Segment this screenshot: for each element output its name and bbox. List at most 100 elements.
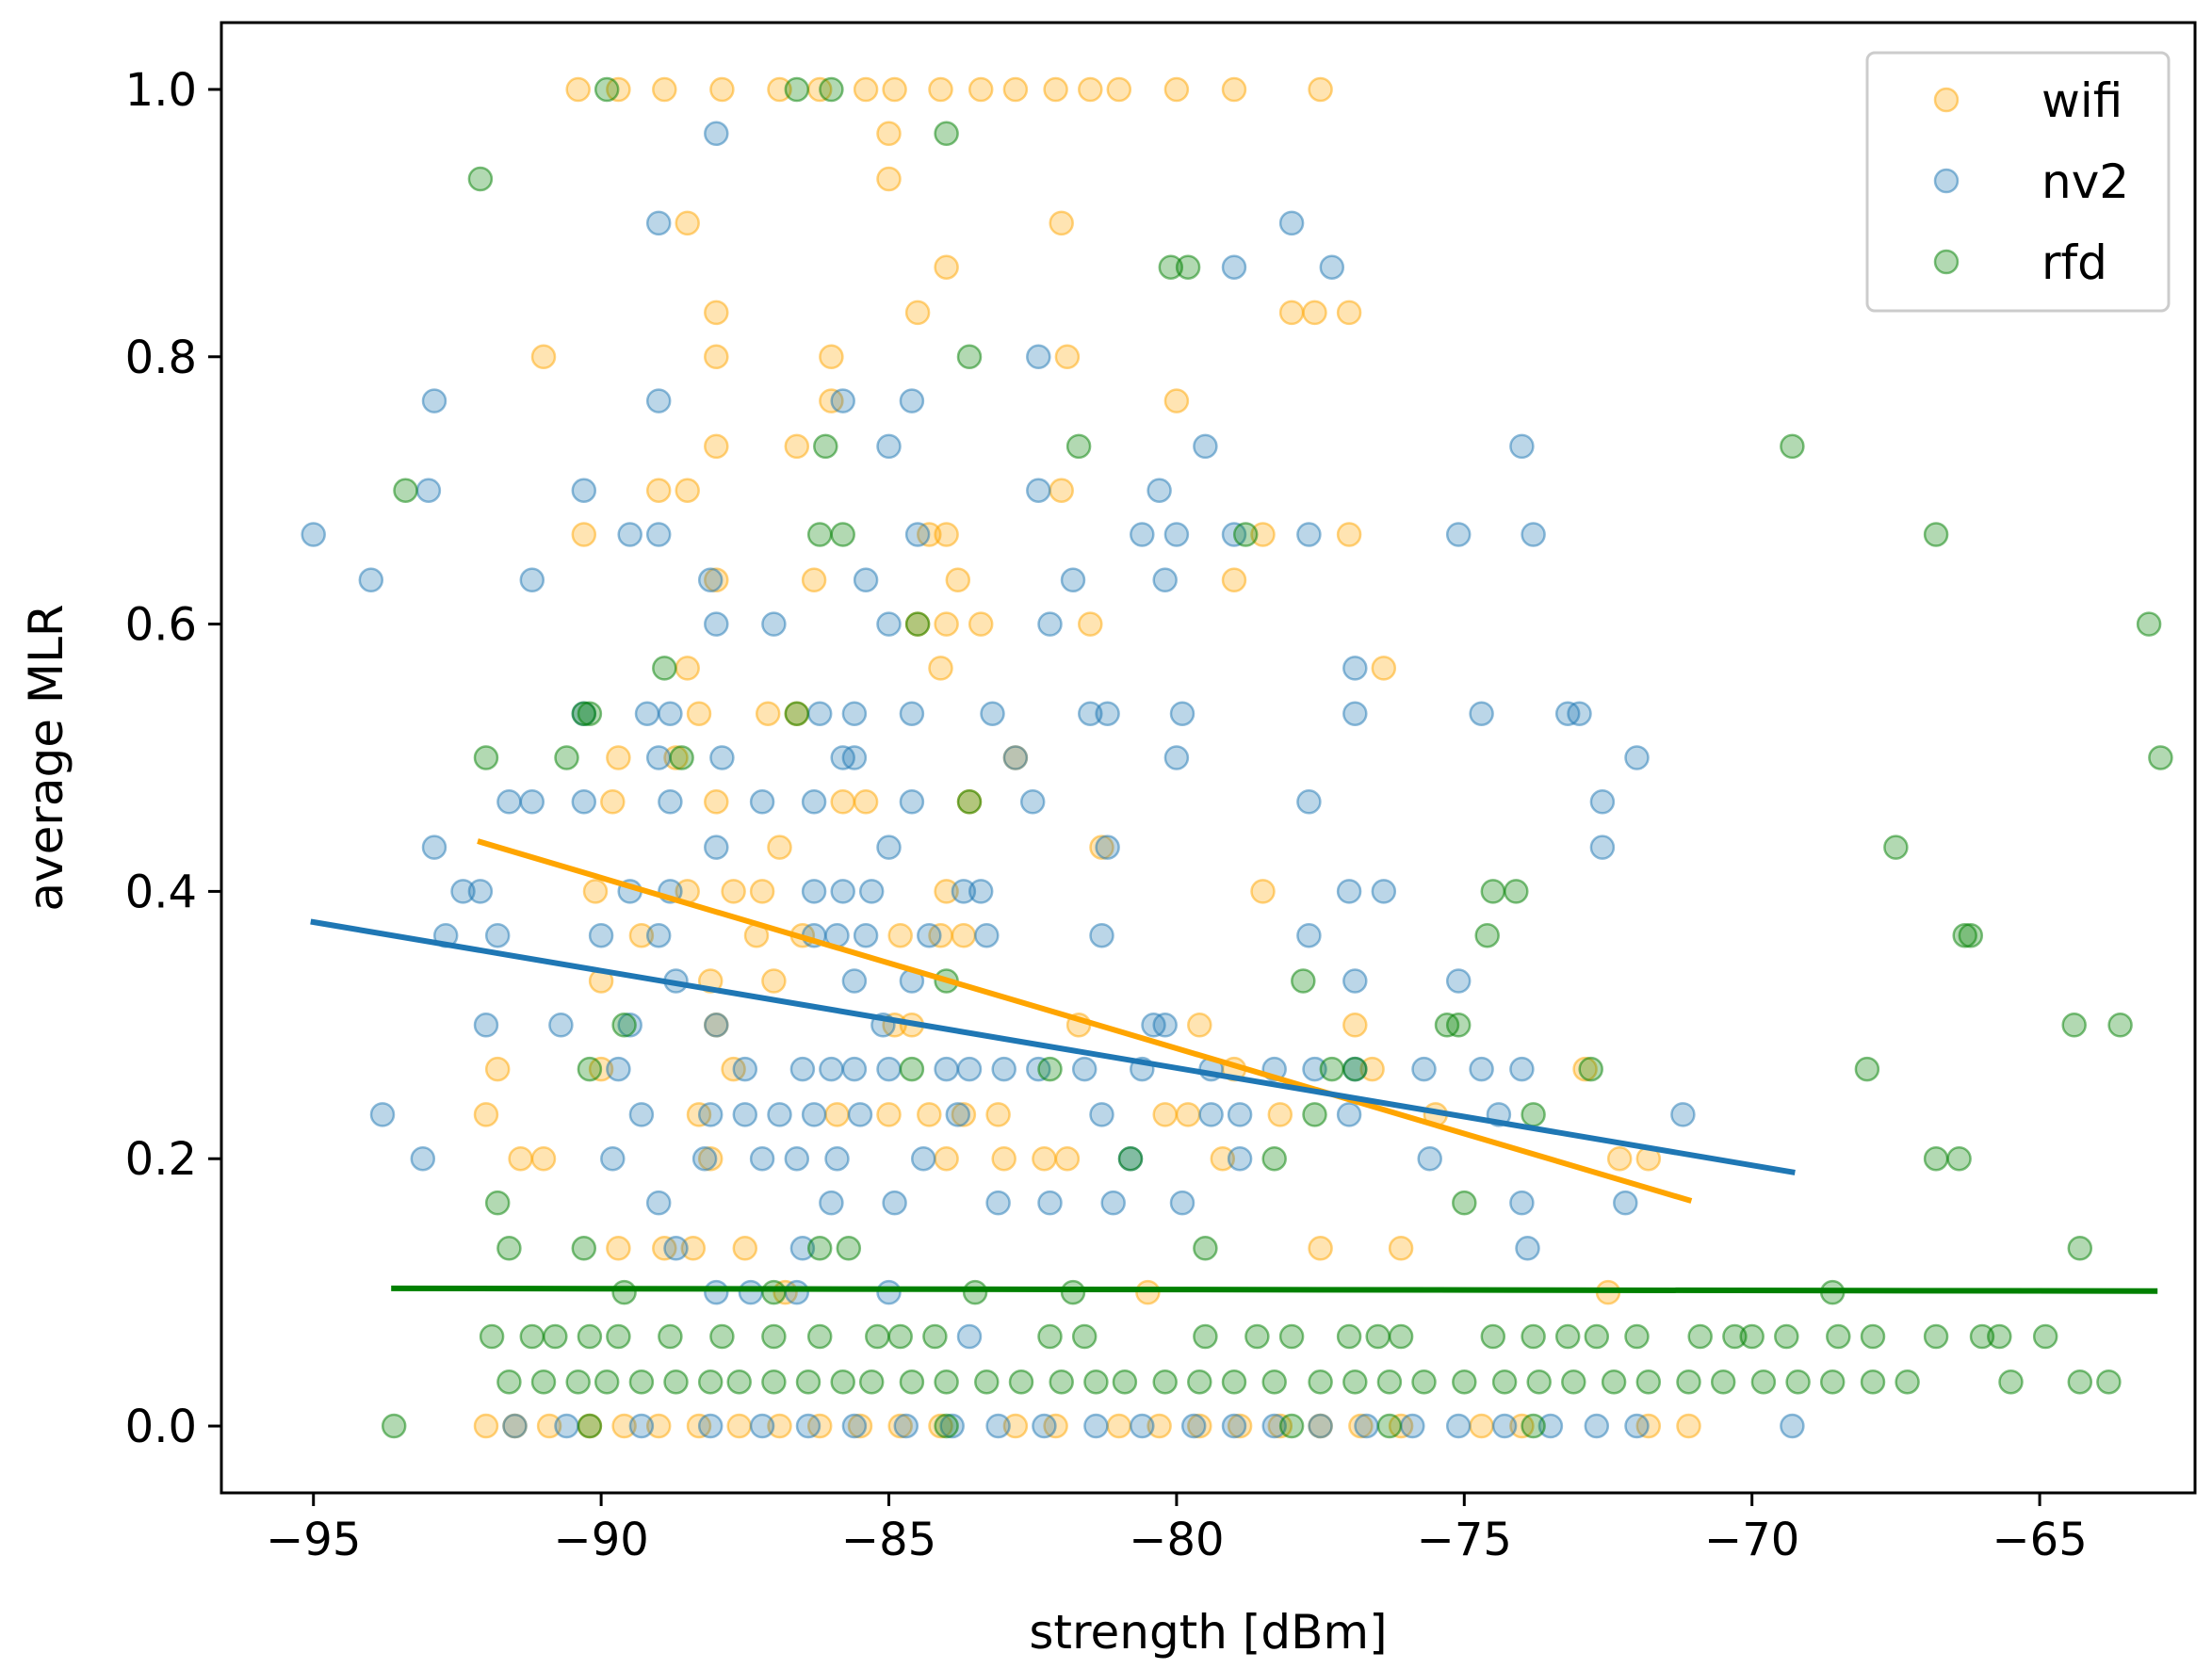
- wifi-point: [991, 1145, 1017, 1172]
- rfd-point: [1261, 1369, 1287, 1395]
- rfd-point: [652, 656, 677, 681]
- wifi-point: [704, 567, 729, 593]
- nv2-point: [934, 1056, 959, 1082]
- nv2-point: [1319, 254, 1345, 280]
- wifi-point: [704, 344, 729, 370]
- nv2-point: [704, 611, 729, 637]
- wifi-point: [675, 656, 700, 681]
- fit-line-layer: [310, 838, 2158, 1294]
- nv2-point: [1002, 745, 1029, 770]
- y-tick-label: 1.0: [125, 64, 197, 117]
- rfd-point: [1750, 1369, 1777, 1395]
- nv2-point: [876, 834, 902, 860]
- rfd-point: [904, 611, 931, 637]
- nv2-point: [645, 922, 672, 948]
- wifi-point: [1469, 1413, 1494, 1439]
- rfd-point: [830, 522, 855, 547]
- wifi-point: [628, 922, 655, 948]
- nv2-point: [853, 922, 879, 948]
- wifi-point: [1348, 1413, 1374, 1439]
- nv2-point: [749, 1145, 775, 1172]
- nv2-point: [801, 879, 827, 904]
- rfd-point: [2136, 611, 2162, 637]
- wifi-point: [582, 879, 609, 904]
- rfd-point: [1624, 1323, 1650, 1350]
- rfd-point: [1854, 1056, 1880, 1082]
- wifi-point: [887, 922, 913, 948]
- wifi-point: [1227, 1413, 1253, 1439]
- rfd-point: [1376, 1369, 1403, 1395]
- wifi-point: [1002, 1413, 1029, 1439]
- rfd-point: [1060, 1279, 1086, 1305]
- nv2-point: [732, 1102, 758, 1127]
- nv2-point: [841, 701, 868, 726]
- nv2-point: [1371, 879, 1397, 904]
- nv2-point: [358, 567, 384, 593]
- rfd-point: [658, 1323, 683, 1350]
- rfd-point: [1291, 968, 1316, 994]
- rfd-point: [899, 1056, 925, 1082]
- rfd-point: [1578, 1056, 1603, 1082]
- nv2-point: [841, 1056, 868, 1082]
- nv2-point: [951, 879, 977, 904]
- nv2-point: [369, 1102, 396, 1127]
- rfd-point: [761, 1323, 787, 1350]
- nv2-point: [1141, 1013, 1166, 1038]
- wifi-point: [784, 433, 810, 460]
- rfd-point: [611, 1279, 637, 1305]
- nv2-point: [1445, 522, 1472, 547]
- nv2-point: [617, 522, 642, 547]
- nv2-point: [1342, 968, 1368, 994]
- rfd-point: [1452, 1190, 1477, 1216]
- nv2-point: [704, 834, 729, 860]
- nv2-fit-line: [310, 918, 1796, 1175]
- nv2-point: [1509, 433, 1535, 460]
- nv2-point: [939, 1413, 965, 1439]
- rfd-point: [611, 1013, 637, 1038]
- legend-marker-rfd: [1933, 249, 1960, 275]
- nv2-point: [738, 1279, 764, 1305]
- legend-label-rfd: rfd: [2041, 235, 2107, 290]
- wifi-point: [824, 1102, 850, 1127]
- wifi-point: [1267, 1102, 1293, 1127]
- nv2-point: [1180, 1413, 1207, 1439]
- nv2-point: [658, 701, 683, 726]
- rfd-point: [1946, 1145, 1972, 1172]
- nv2-point: [1221, 254, 1247, 280]
- nv2-point: [1509, 1056, 1535, 1082]
- rfd-point: [1342, 1369, 1368, 1395]
- rfd-point: [577, 1323, 603, 1350]
- y-axis: 0.0 0.2 0.4 0.6 0.8 1.0: [125, 64, 221, 1453]
- nv2-point: [548, 1013, 574, 1038]
- rfd-point: [956, 789, 983, 815]
- wifi-point: [1302, 300, 1327, 326]
- nv2-point: [789, 1236, 816, 1261]
- rfd-point: [1521, 1323, 1546, 1350]
- nv2-point: [945, 1102, 971, 1127]
- rfd-point: [1049, 1369, 1074, 1395]
- nv2-point: [658, 789, 683, 815]
- nv2-point: [1521, 522, 1546, 547]
- nv2-point: [876, 433, 902, 460]
- x-tick-label: −70: [1704, 1514, 1799, 1566]
- wifi-point: [1606, 1145, 1633, 1172]
- nv2-point: [1567, 701, 1592, 726]
- wifi-point: [473, 1413, 499, 1439]
- wifi-point: [917, 1102, 942, 1127]
- rfd-point: [1480, 879, 1506, 904]
- rfd-point: [1584, 1323, 1610, 1350]
- rfd-point: [1342, 1056, 1368, 1082]
- rfd-point: [806, 1236, 833, 1261]
- nv2-point: [1296, 922, 1322, 948]
- wifi-point: [1147, 1413, 1172, 1439]
- nv2-point: [1198, 1102, 1224, 1127]
- legend-box: [1865, 51, 2171, 313]
- rfd-point: [1244, 1323, 1270, 1350]
- wifi-point: [934, 254, 959, 280]
- wifi-fit-line: [477, 838, 1693, 1204]
- series-wifi: [473, 76, 1701, 1439]
- wifi-point: [663, 745, 689, 770]
- nv2-point: [1163, 522, 1190, 547]
- wifi-point: [1187, 1013, 1212, 1038]
